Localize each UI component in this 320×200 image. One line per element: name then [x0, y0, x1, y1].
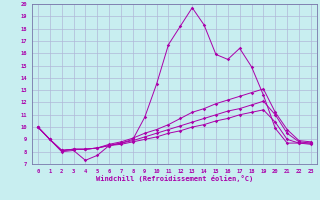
X-axis label: Windchill (Refroidissement éolien,°C): Windchill (Refroidissement éolien,°C) [96, 175, 253, 182]
